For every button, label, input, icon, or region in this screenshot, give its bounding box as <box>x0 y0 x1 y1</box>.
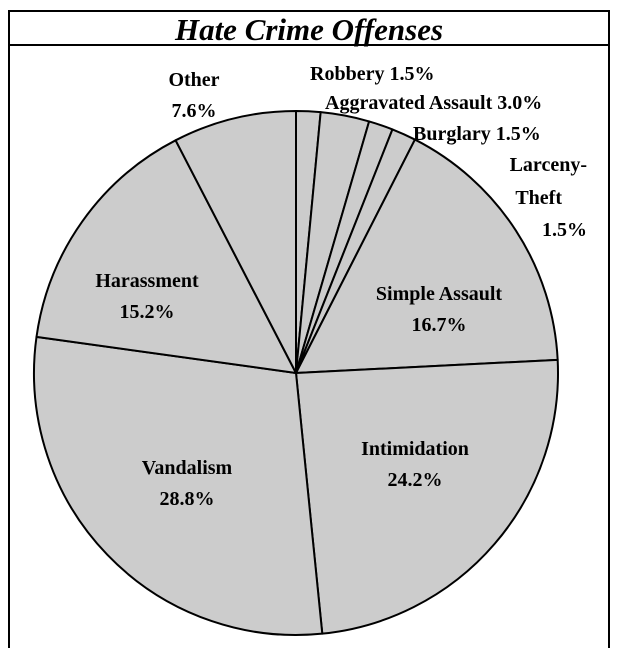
label-simple-assault-name: Simple Assault <box>376 283 502 305</box>
slice-vandalism <box>33 335 324 637</box>
label-larceny-theft-line1: Larceny- <box>510 154 587 176</box>
label-robbery: Robbery 1.5% <box>310 63 434 85</box>
label-simple-assault-value: 16.7% <box>412 314 467 336</box>
slice-harassment <box>35 139 297 374</box>
chart-title: Hate Crime Offenses <box>10 12 608 47</box>
label-intimidation-value: 24.2% <box>388 469 443 491</box>
label-harassment-name: Harassment <box>95 270 199 292</box>
label-burglary: Burglary 1.5% <box>413 123 541 145</box>
label-larceny-theft-line2: Theft <box>515 187 562 209</box>
label-harassment-value: 15.2% <box>120 301 175 323</box>
pie-slices <box>33 109 560 637</box>
label-vandalism-name: Vandalism <box>142 457 233 479</box>
slice-other <box>174 110 297 374</box>
label-aggravated-assault: Aggravated Assault 3.0% <box>325 92 542 114</box>
label-other-value: 7.6% <box>172 100 217 122</box>
label-other-name: Other <box>168 69 219 91</box>
slice-simple-assault <box>295 138 559 374</box>
label-intimidation-name: Intimidation <box>361 438 469 460</box>
slice-intimidation <box>295 358 560 635</box>
label-vandalism-value: 28.8% <box>160 488 215 510</box>
label-larceny-theft-line3: 1.5% <box>542 219 587 241</box>
